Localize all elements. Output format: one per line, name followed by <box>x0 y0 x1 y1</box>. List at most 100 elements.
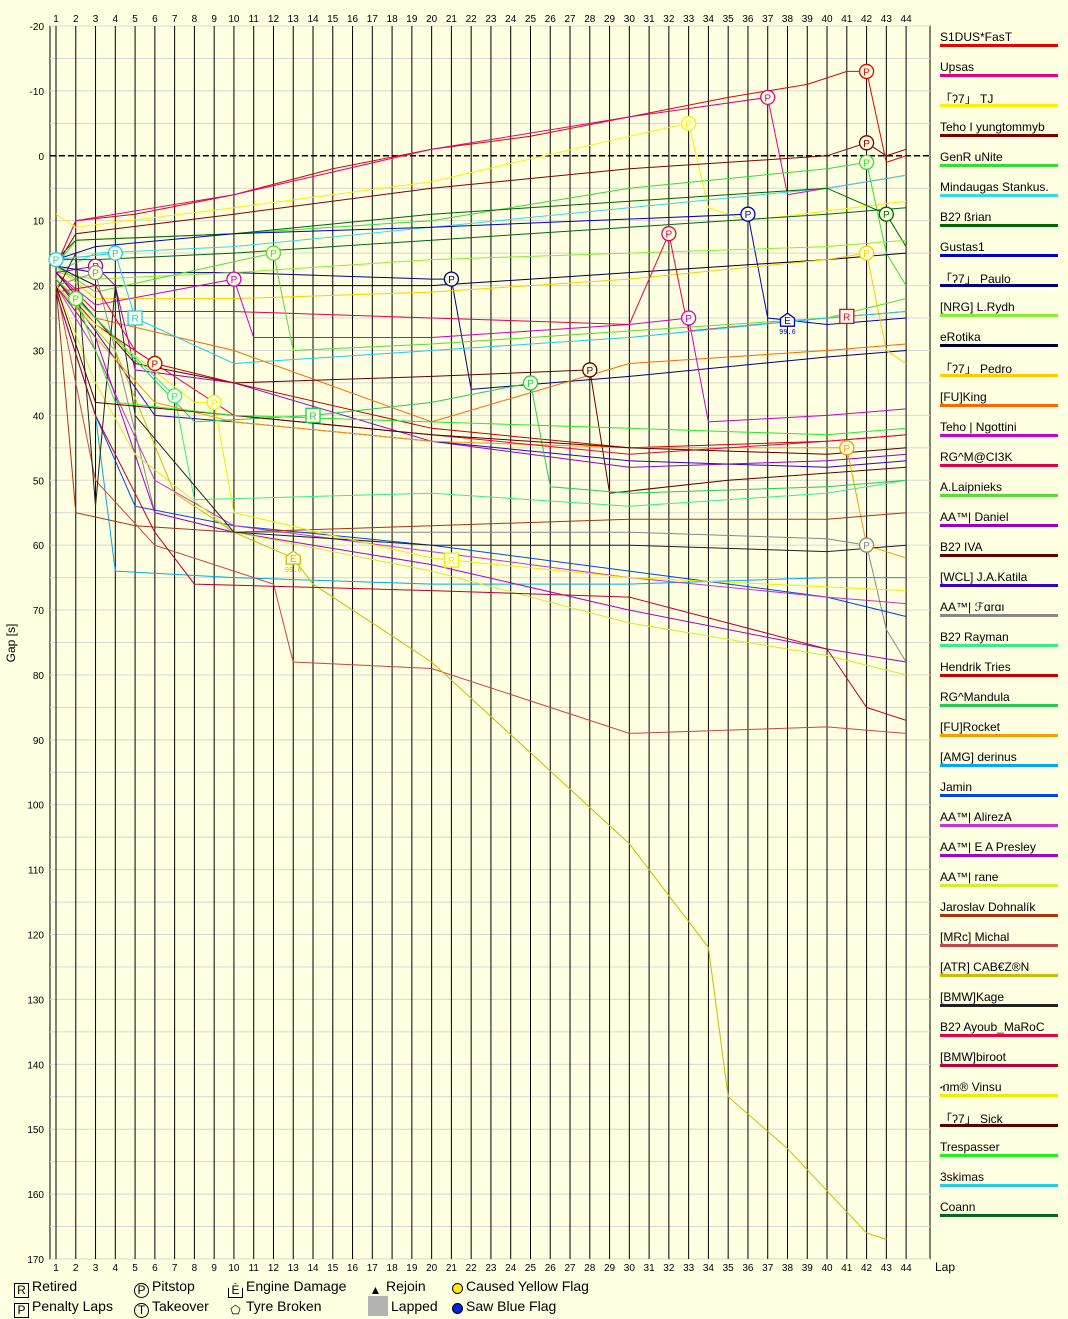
legend-item: RG^M@CI3K <box>936 446 1062 476</box>
x-tick-label-top: 6 <box>152 14 158 25</box>
key-yellow-flag: Caused Yellow Flag <box>452 1276 589 1296</box>
x-tick-label-top: 4 <box>113 14 119 25</box>
x-tick-label-bottom: 4 <box>113 1263 119 1274</box>
y-tick-label: 140 <box>27 1060 44 1071</box>
x-tick-label-bottom: 37 <box>762 1263 774 1274</box>
series-line-20 <box>55 278 907 507</box>
y-tick-label: 100 <box>27 801 44 812</box>
x-tick-label-bottom: 26 <box>545 1263 557 1274</box>
legend-item: [BMW]biroot <box>936 1046 1062 1076</box>
key-lapped: Lapped <box>368 1296 438 1316</box>
x-tick-label-bottom: 44 <box>901 1263 913 1274</box>
legend-item: Trespasser <box>936 1136 1062 1166</box>
legend-swatch <box>940 974 1058 977</box>
x-tick-label-bottom: 22 <box>466 1263 478 1274</box>
retired-icon: R <box>14 1283 29 1298</box>
legend-label: ብm® Vinsu <box>940 1080 1002 1094</box>
x-tick-label-bottom: 42 <box>861 1263 873 1274</box>
x-tick-label-top: 2 <box>73 14 79 25</box>
legend-item: 「ʔ7」 TJ <box>936 86 1062 116</box>
legend-swatch <box>940 524 1058 527</box>
pitstop-marker <box>680 310 697 326</box>
y-tick-label: 30 <box>33 346 45 357</box>
legend-item: Hendrik Tries <box>936 656 1062 686</box>
pitstop-marker <box>87 264 104 281</box>
legend-label: Gustas1 <box>940 240 985 254</box>
pitstop-marker <box>166 388 183 404</box>
pitstop-marker <box>858 245 875 261</box>
pitstop-marker <box>661 226 677 242</box>
legend-label: [ATR] CAB€Z®N <box>940 960 1030 974</box>
x-tick-label-top: 20 <box>426 14 438 25</box>
x-tick-label-top: 33 <box>683 14 695 25</box>
y-tick-label: 150 <box>27 1125 44 1136</box>
series-line-7 <box>55 213 907 326</box>
engine-damage-marker <box>285 550 301 565</box>
y-tick-label: 50 <box>33 476 45 487</box>
marker-symbol: P <box>863 158 870 169</box>
marker-symbol: E <box>784 316 791 327</box>
marker-symbol: R <box>843 312 850 323</box>
legend-swatch <box>940 164 1058 167</box>
marker-label: 99.6 <box>285 567 302 575</box>
legend-swatch <box>940 1004 1058 1007</box>
legend-swatch <box>940 494 1058 497</box>
legend-swatch <box>940 284 1058 287</box>
x-tick-label-top: 7 <box>172 14 178 25</box>
legend-item: [BMW]Kage <box>936 986 1062 1016</box>
legend-label: B2ʔ IVA <box>940 540 983 554</box>
y-tick-label: 60 <box>33 541 45 552</box>
series-line-30 <box>55 285 907 734</box>
x-tick-label-top: 30 <box>624 14 636 25</box>
legend-label: [NRG] L.Rydh <box>940 300 1015 314</box>
retired-marker <box>305 407 321 424</box>
x-tick-label-top: 26 <box>545 14 557 25</box>
legend-item: AA™| Daniel <box>936 506 1062 536</box>
legend-swatch <box>940 584 1058 587</box>
legend-swatch <box>940 1214 1058 1217</box>
legend-item: Gustas1 <box>936 236 1062 266</box>
x-tick-label-top: 34 <box>703 14 715 25</box>
x-tick-label-top: 27 <box>564 14 576 25</box>
x-tick-label-bottom: 10 <box>228 1263 240 1274</box>
legend-item: Teho | Ngottini <box>936 416 1062 446</box>
legend-label: Coann <box>940 1200 976 1214</box>
marker-symbol: P <box>685 314 692 325</box>
legend-swatch <box>940 1154 1058 1157</box>
x-tick-label-bottom: 8 <box>192 1263 198 1274</box>
legend-swatch <box>940 794 1058 797</box>
y-tick-label: -10 <box>30 87 45 98</box>
x-tick-label-top: 12 <box>268 14 280 25</box>
y-tick-labels: -20 -10 0 10 20 30 40 50 60 70 80 90 100 110 120 130 140… <box>27 22 44 1266</box>
x-tick-label-bottom: 35 <box>723 1263 735 1274</box>
x-tick-label-bottom: 13 <box>288 1263 300 1274</box>
legend-item: 3skimas <box>936 1166 1062 1196</box>
series-line-13 <box>55 272 907 423</box>
x-tick-label-bottom: 9 <box>211 1263 217 1274</box>
legend-swatch <box>940 854 1058 857</box>
legend-label: B2ʔ ßrian <box>940 210 992 224</box>
pitstop-marker <box>68 290 84 307</box>
x-tick-label-top: 23 <box>485 14 497 25</box>
x-tick-label-top: 21 <box>446 14 458 25</box>
marker-symbol: P <box>883 210 890 221</box>
marker-symbol: R <box>309 411 316 422</box>
key-tyre-label: Tyre Broken <box>246 1298 322 1314</box>
x-tick-label-bottom: 32 <box>663 1263 675 1274</box>
x-tick-label-bottom: 17 <box>367 1263 379 1274</box>
marker-symbol: P <box>666 230 673 241</box>
legend-label: [AMG] derinus <box>940 750 1017 764</box>
legend-label: [WCL] J.A.Katila <box>940 570 1028 584</box>
x-tick-label-top: 22 <box>466 14 478 25</box>
pitstop-marker <box>878 206 894 222</box>
legend-swatch <box>940 674 1058 677</box>
x-tick-label-bottom: 24 <box>505 1263 517 1274</box>
legend-item: Jamin <box>936 776 1062 806</box>
key-lapped-label: Lapped <box>391 1298 438 1314</box>
legend-label: AA™| AlirezA <box>940 810 1012 824</box>
legend-swatch <box>940 554 1058 557</box>
legend-item: [NRG] L.Rydh <box>936 296 1062 326</box>
series-line-11 <box>55 252 907 364</box>
y-tick-label: 80 <box>33 671 45 682</box>
legend-swatch <box>940 734 1058 737</box>
